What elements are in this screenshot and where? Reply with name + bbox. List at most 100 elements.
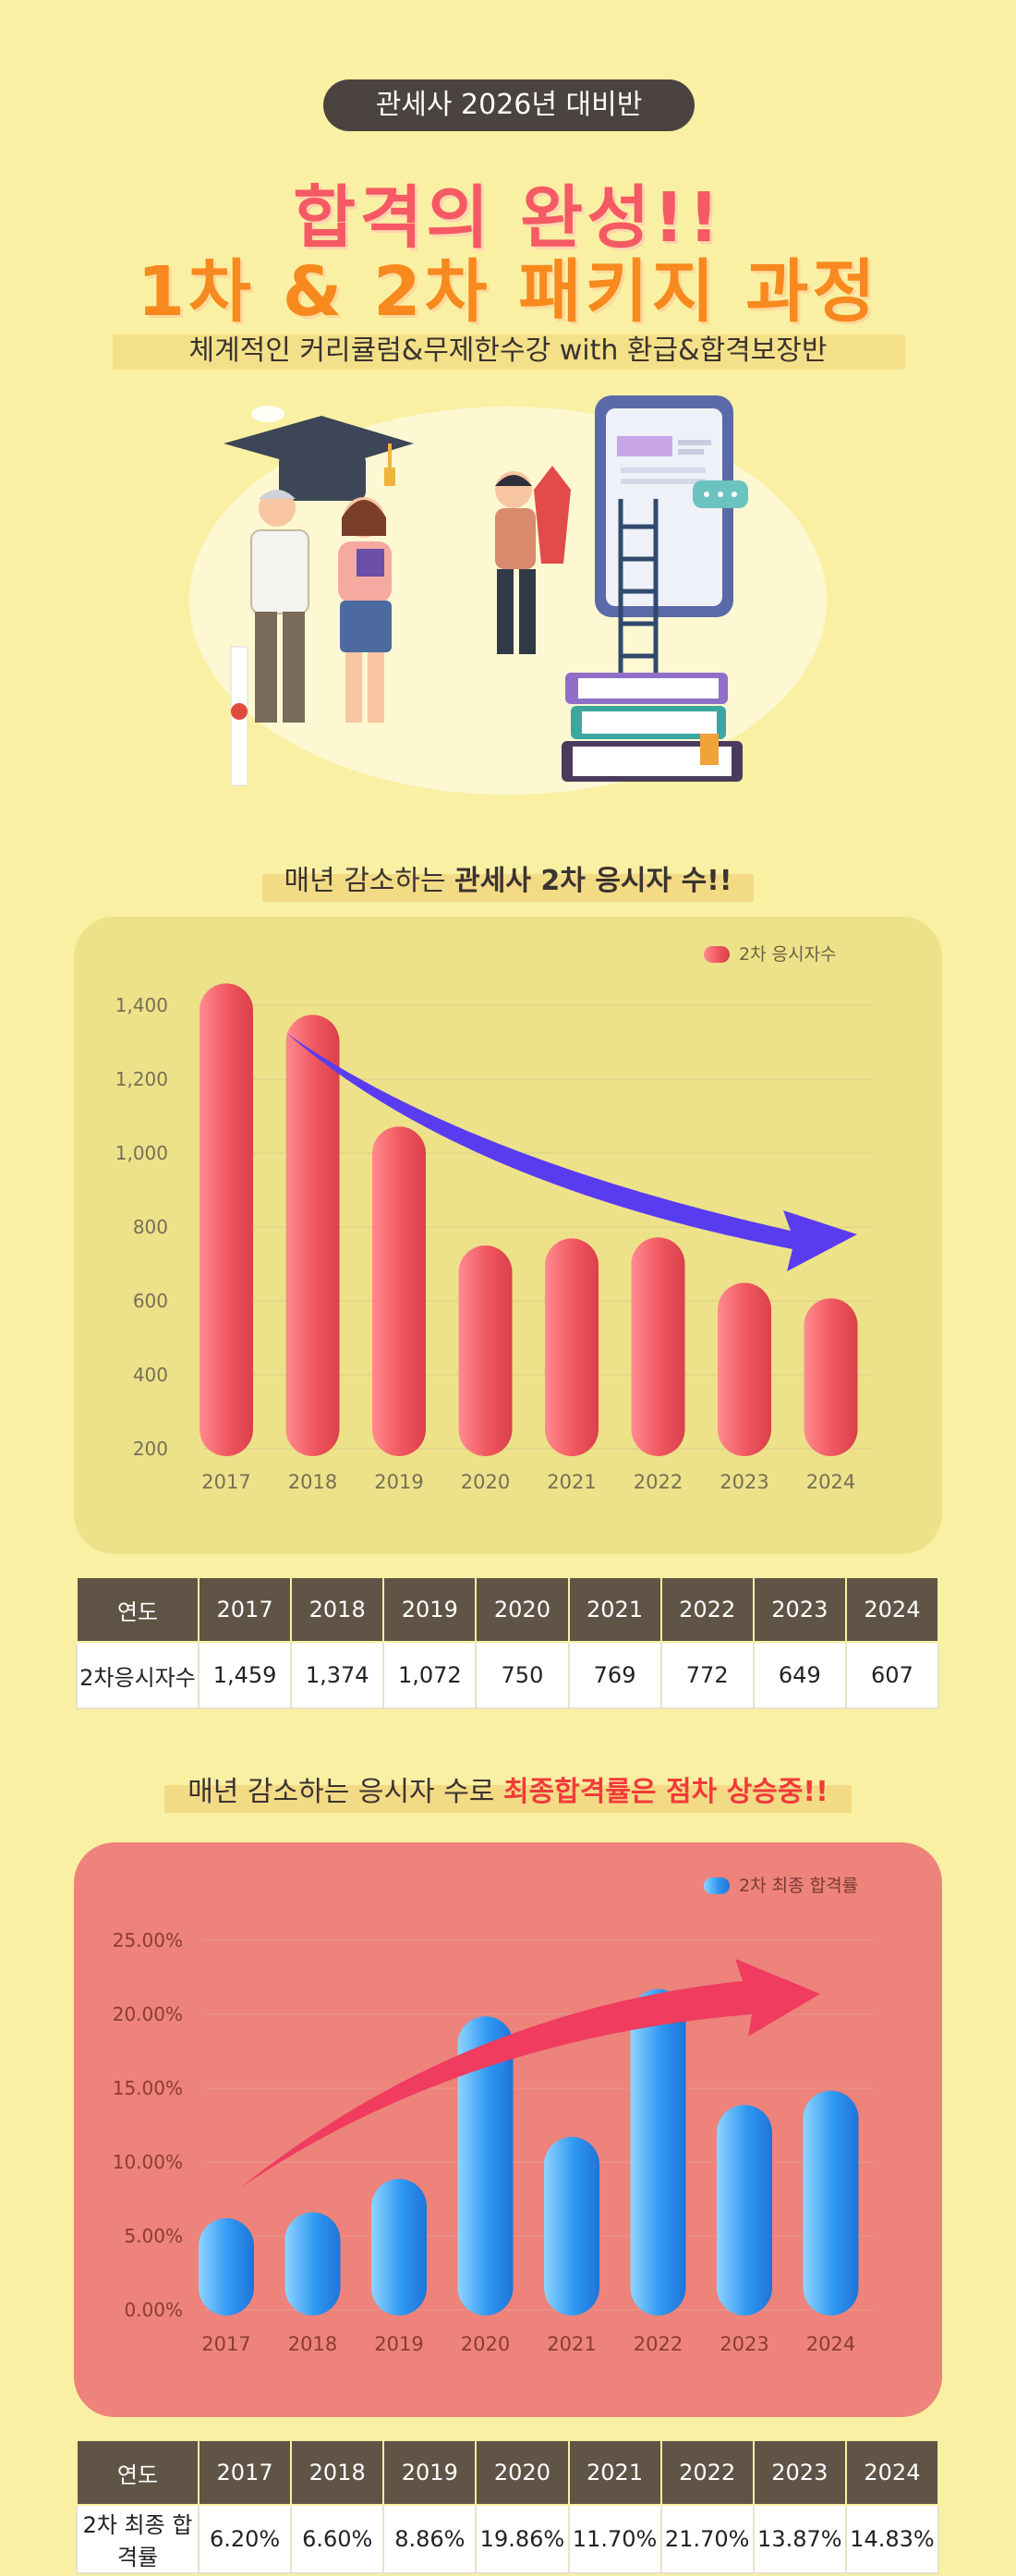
header-cell-year: 2022	[659, 1576, 755, 1643]
bar-2020	[457, 2016, 514, 2315]
row-label-cell: 2차 최종 합격률	[76, 2504, 200, 2574]
graduation-illustration	[189, 395, 827, 795]
value-cell: 607	[844, 1641, 940, 1709]
headline-line1: 합격의 완성!!	[293, 178, 723, 258]
bar-2018	[285, 1015, 340, 1456]
bar-2021	[545, 1238, 599, 1456]
header-cell-year: 2021	[567, 1576, 662, 1643]
header-cell-year: 2017	[197, 1576, 293, 1643]
bar-2024	[804, 1298, 858, 1456]
subtitle: 체계적인 커리큘럼&무제한수강 with 환급&합격보장반	[188, 334, 828, 367]
applicants-table: 연도 2017 2018 2019 2020 2021 2022 2023 2024 2차응시자…	[76, 1576, 940, 1709]
section2-title-highlight-text: 최종합격률은 점차 상승중!!	[502, 1776, 829, 1808]
header-cell-year: 2020	[475, 2439, 570, 2506]
header-cell-year: 2024	[844, 1576, 940, 1643]
bar-2019	[372, 1126, 426, 1456]
header-cell-year: 2023	[752, 2439, 847, 2506]
table-header-row: 연도 2017 2018 2019 2020 2021 2022 2023 2024	[76, 1576, 940, 1643]
pass-rate-table: 연도 2017 2018 2019 2020 2021 2022 2023 2024 2차 최종…	[76, 2439, 940, 2574]
x-tick-label: 2019	[374, 2333, 423, 2355]
header-cell-year: 2017	[197, 2439, 293, 2506]
y-tick-label: 5.00%	[124, 2225, 183, 2247]
student-woman-figure	[338, 497, 392, 723]
header-cell-year: 2023	[752, 1576, 847, 1643]
y-tick-label: 20.00%	[113, 2003, 183, 2025]
y-tick-label: 25.00%	[113, 1929, 183, 1951]
header-cell-year: 2018	[290, 1576, 385, 1643]
table-header-row: 연도 2017 2018 2019 2020 2021 2022 2023 2024	[76, 2439, 940, 2506]
section2-title: 매년 감소하는 응시자 수로 최종합격률은 점차 상승중!!	[0, 1772, 1016, 1813]
y-tick-label: 0.00%	[124, 2299, 183, 2321]
bar-2024	[803, 2090, 859, 2315]
legend-swatch-red	[704, 946, 730, 963]
value-cell: 14.83%	[844, 2504, 940, 2574]
applicants-bar-chart: 200 400 600 800 1,000 1,200 1,400 2017 2018 2019…	[115, 944, 874, 1493]
y-tick-label: 800	[133, 1216, 168, 1238]
section2-title-highlight	[164, 1785, 852, 1813]
student-man-figure	[250, 490, 309, 723]
y-tick-label: 1,400	[115, 994, 168, 1016]
student-boy-figure	[495, 466, 571, 654]
x-tick-label: 2020	[461, 2333, 510, 2355]
value-cell: 6.60%	[290, 2504, 385, 2574]
y-tick-label: 1,200	[115, 1068, 168, 1090]
bar-2019	[371, 2179, 427, 2315]
header-cell-year: 2018	[290, 2439, 385, 2506]
x-tick-label: 2022	[634, 2333, 683, 2355]
y-tick-label: 200	[133, 1438, 168, 1460]
bar-2022	[631, 1237, 685, 1456]
header-cell-year: 2020	[475, 1576, 570, 1643]
value-cell: 11.70%	[567, 2504, 662, 2574]
bar-2021	[544, 2136, 599, 2315]
y-tick-label: 400	[133, 1364, 168, 1386]
value-cell: 19.86%	[475, 2504, 570, 2574]
pass-rate-bar-chart: 0.00% 5.00% 10.00% 15.00% 20.00% 25.00% 2017 2…	[113, 1876, 874, 2355]
value-cell: 750	[475, 1641, 570, 1709]
x-tick-label: 2017	[201, 1471, 250, 1493]
value-cell: 1,072	[382, 1641, 478, 1709]
legend-label: 2차 최종 합격률	[739, 1876, 858, 1896]
x-tick-label: 2022	[634, 1471, 683, 1493]
x-tick-label: 2024	[806, 2333, 855, 2355]
section1-title-prefix: 매년 감소하는	[284, 865, 455, 897]
chart1-legend: 2차 응시자수	[704, 944, 837, 965]
section1-title-bold: 관세사 2차 응시자 수!!	[454, 865, 732, 897]
section2-title-prefix: 매년 감소하는 응시자 수로	[187, 1776, 503, 1808]
header-cell-label: 연도	[76, 2439, 200, 2506]
table-row: 2차응시자수 1,459 1,374 1,072 750 769 772 649 607	[76, 1641, 940, 1709]
header-cell-year: 2022	[659, 2439, 755, 2506]
value-cell: 6.20%	[197, 2504, 293, 2574]
decline-arrow	[286, 1033, 857, 1271]
legend-label: 2차 응시자수	[739, 944, 837, 965]
course-pill: 관세사 2026년 대비반	[323, 79, 695, 131]
rise-arrow	[240, 1959, 820, 2188]
value-cell: 769	[567, 1641, 662, 1709]
value-cell: 1,459	[197, 1641, 293, 1709]
x-tick-label: 2018	[288, 1471, 337, 1493]
bar-2023	[717, 2105, 772, 2315]
y-tick-label: 600	[133, 1290, 168, 1312]
legend-swatch-blue	[704, 1877, 730, 1894]
value-cell: 772	[659, 1641, 755, 1709]
x-tick-label: 2021	[547, 2333, 596, 2355]
x-tick-label: 2017	[201, 2333, 250, 2355]
header-cell-year: 2021	[567, 2439, 662, 2506]
section1-title: 매년 감소하는 관세사 2차 응시자 수!!	[0, 861, 1016, 902]
value-cell: 13.87%	[752, 2504, 847, 2574]
x-tick-label: 2021	[547, 1471, 596, 1493]
header-cell-label: 연도	[76, 1576, 200, 1643]
bar-2020	[458, 1245, 513, 1456]
subtitle-highlight	[113, 334, 905, 370]
graduation-cap-icon	[224, 416, 414, 501]
row-label-cell: 2차응시자수	[76, 1641, 200, 1709]
value-cell: 21.70%	[659, 2504, 755, 2574]
header-cell-year: 2019	[382, 2439, 478, 2506]
x-tick-label: 2019	[374, 1471, 423, 1493]
headline-line2: 1차 & 2차 패키지 과정	[137, 252, 879, 332]
bar-2018	[284, 2212, 341, 2315]
bar-2022	[630, 1988, 686, 2315]
applicants-chart-panel: 200 400 600 800 1,000 1,200 1,400 2017 2018 2019…	[74, 917, 942, 1554]
x-tick-label: 2020	[461, 1471, 510, 1493]
header-cell-year: 2024	[844, 2439, 940, 2506]
books-icon	[562, 673, 743, 782]
